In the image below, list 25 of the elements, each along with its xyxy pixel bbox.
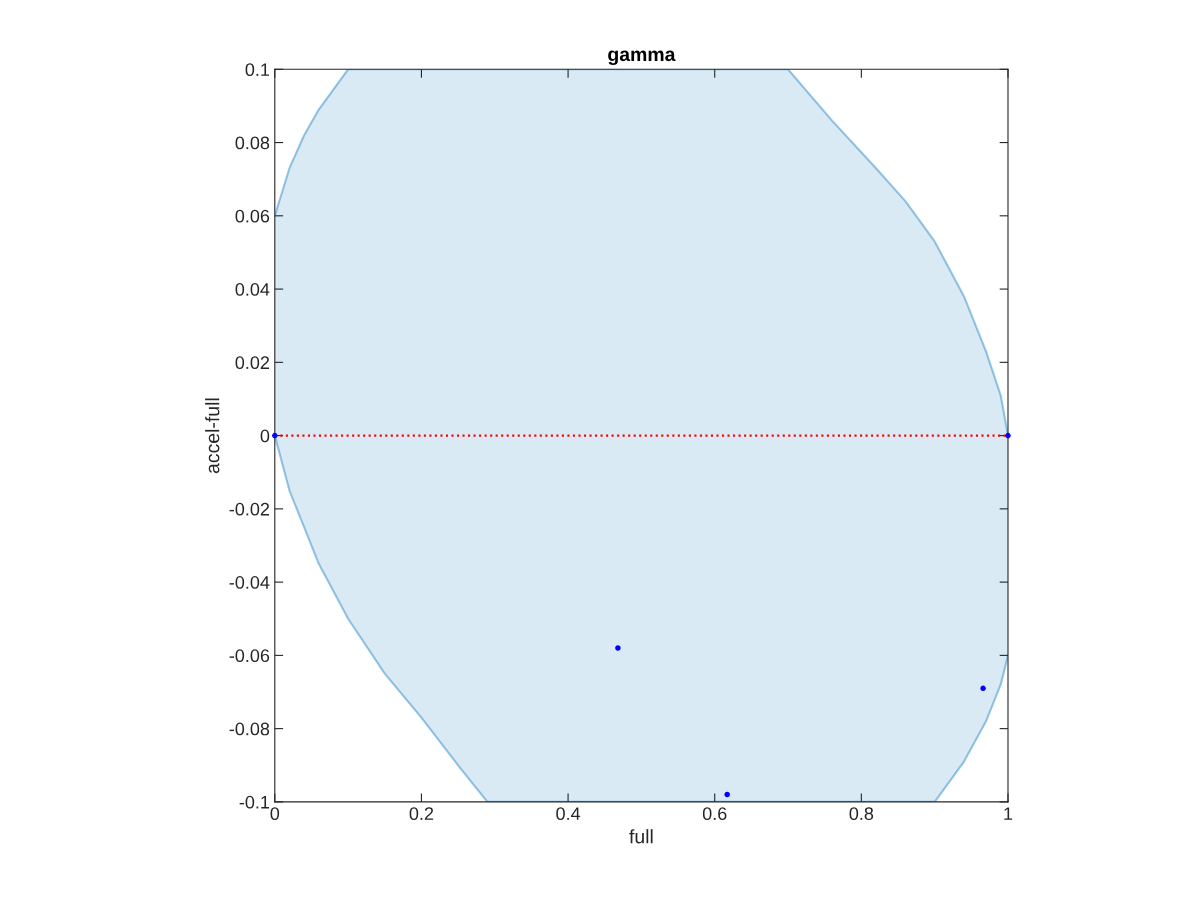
y-tick-label: -0.04	[229, 576, 270, 589]
chart-title: gamma	[608, 50, 676, 66]
y-tick-label: 0.06	[235, 209, 270, 223]
y-tick-label: -0.1	[239, 795, 270, 809]
point	[724, 791, 730, 798]
x-axis-title: full	[629, 829, 653, 844]
point	[272, 432, 278, 439]
y-tick-label: 0.04	[235, 283, 270, 296]
x-tick-label: 0	[270, 807, 280, 821]
point	[1005, 432, 1011, 439]
y-tick-label: -0.06	[229, 649, 270, 663]
x-tick-label: 0.8	[849, 807, 874, 821]
x-tick-label: 0.6	[702, 807, 727, 821]
y-tick-label: -0.08	[229, 722, 270, 736]
y-tick-label: 0.02	[235, 356, 270, 370]
x-tick-label: 0.2	[409, 807, 434, 821]
x-tick-label: 0.4	[556, 807, 581, 821]
y-tick-label: 0	[260, 429, 270, 443]
y-tick-label: -0.02	[229, 502, 270, 516]
y-axis-title: accel-full	[205, 398, 220, 474]
point	[615, 645, 621, 651]
y-tick-label: 0.08	[235, 136, 270, 150]
y-tick-label: 0.1	[245, 63, 270, 77]
x-tick-label: 1	[1004, 807, 1013, 820]
point	[980, 685, 986, 692]
